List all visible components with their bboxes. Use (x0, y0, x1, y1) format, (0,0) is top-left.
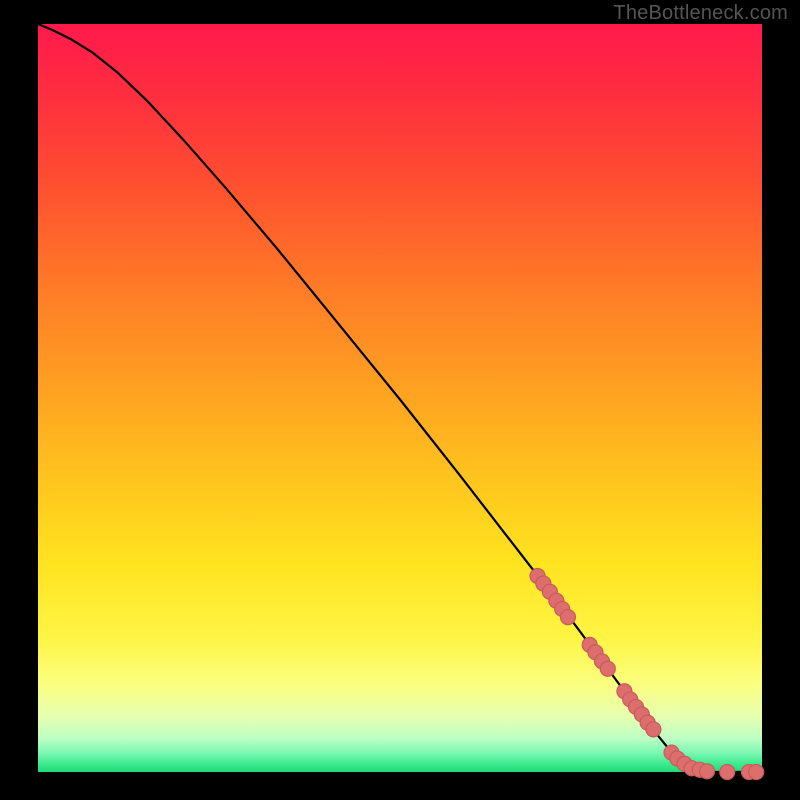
data-marker (600, 661, 615, 676)
data-marker (699, 764, 714, 779)
watermark-text: TheBottleneck.com (613, 2, 788, 25)
bottleneck-chart (0, 0, 800, 800)
data-marker (749, 765, 764, 780)
data-marker (720, 765, 735, 780)
chart-stage: TheBottleneck.com (0, 0, 800, 800)
data-marker (560, 610, 575, 625)
data-marker (646, 722, 661, 737)
